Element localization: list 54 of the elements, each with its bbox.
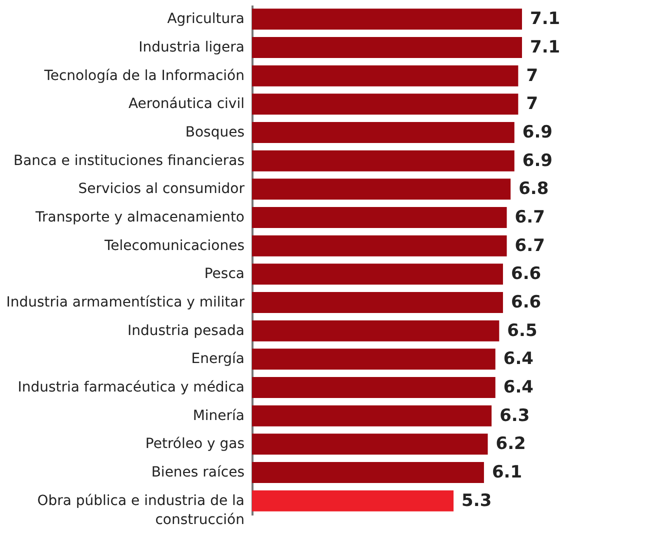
data-label: 7 (526, 94, 538, 114)
y-tick-label: Tecnología de la Información (43, 68, 244, 84)
y-tick-label: Industria ligera (138, 40, 244, 56)
y-tick-label: Transporte y almacenamiento (34, 210, 244, 226)
bar (252, 348, 496, 370)
bar (252, 65, 518, 86)
y-tick-label: Minería (192, 408, 244, 424)
bar (252, 462, 484, 483)
data-label: 6.9 (522, 122, 553, 142)
data-label: 6.4 (503, 378, 534, 398)
bar (252, 292, 503, 313)
data-label: 6.1 (492, 462, 522, 482)
data-label: 6.7 (514, 208, 545, 228)
data-label: 6.8 (518, 179, 549, 200)
data-label: 5.3 (462, 490, 492, 511)
y-tick-label: Bosques (185, 124, 244, 140)
data-label: 6.4 (503, 349, 534, 370)
y-tick-label: Servicios al consumidor (78, 181, 245, 198)
bar (252, 207, 507, 228)
data-label: 6.7 (514, 236, 545, 256)
y-tick-label: Petróleo y gas (145, 436, 244, 452)
bar (252, 8, 522, 30)
bar (252, 405, 492, 426)
bar (252, 264, 503, 285)
y-tick-label: Agricultura (167, 11, 244, 28)
y-tick-label: Industria pesada (127, 322, 244, 339)
y-tick-label: Industria farmacéutica y médica (18, 380, 244, 396)
data-label: 6.9 (522, 150, 553, 171)
data-label: 6.2 (496, 434, 526, 454)
y-tick-label: Obra pública e industria de la construcción (37, 492, 244, 528)
data-label: 6.5 (507, 320, 538, 341)
data-label: 7.1 (530, 38, 560, 58)
data-label: 6.6 (510, 264, 542, 284)
bar (252, 178, 511, 200)
bar (252, 235, 507, 256)
bar (252, 150, 514, 172)
y-tick-label: Telecomunicaciones (103, 238, 244, 254)
data-label: 6.3 (500, 406, 530, 426)
bar (252, 122, 514, 143)
y-tick-label: Pesca (204, 266, 244, 282)
data-label: 6.6 (510, 292, 542, 312)
bar (252, 320, 500, 342)
y-tick-label: Banca e instituciones financieras (14, 152, 244, 169)
bar (252, 37, 522, 58)
y-tick-label: Energía (191, 351, 244, 368)
y-tick-label: Bienes raíces (151, 464, 244, 480)
bar (252, 94, 518, 115)
bar (252, 377, 496, 398)
y-tick-label: Aeronáutica civil (128, 96, 244, 112)
data-label: 7 (526, 66, 538, 86)
y-tick-label: Industria armamentística y militar (6, 294, 245, 310)
data-label: 7.1 (530, 9, 560, 30)
bar (252, 434, 488, 455)
bar (252, 490, 454, 512)
